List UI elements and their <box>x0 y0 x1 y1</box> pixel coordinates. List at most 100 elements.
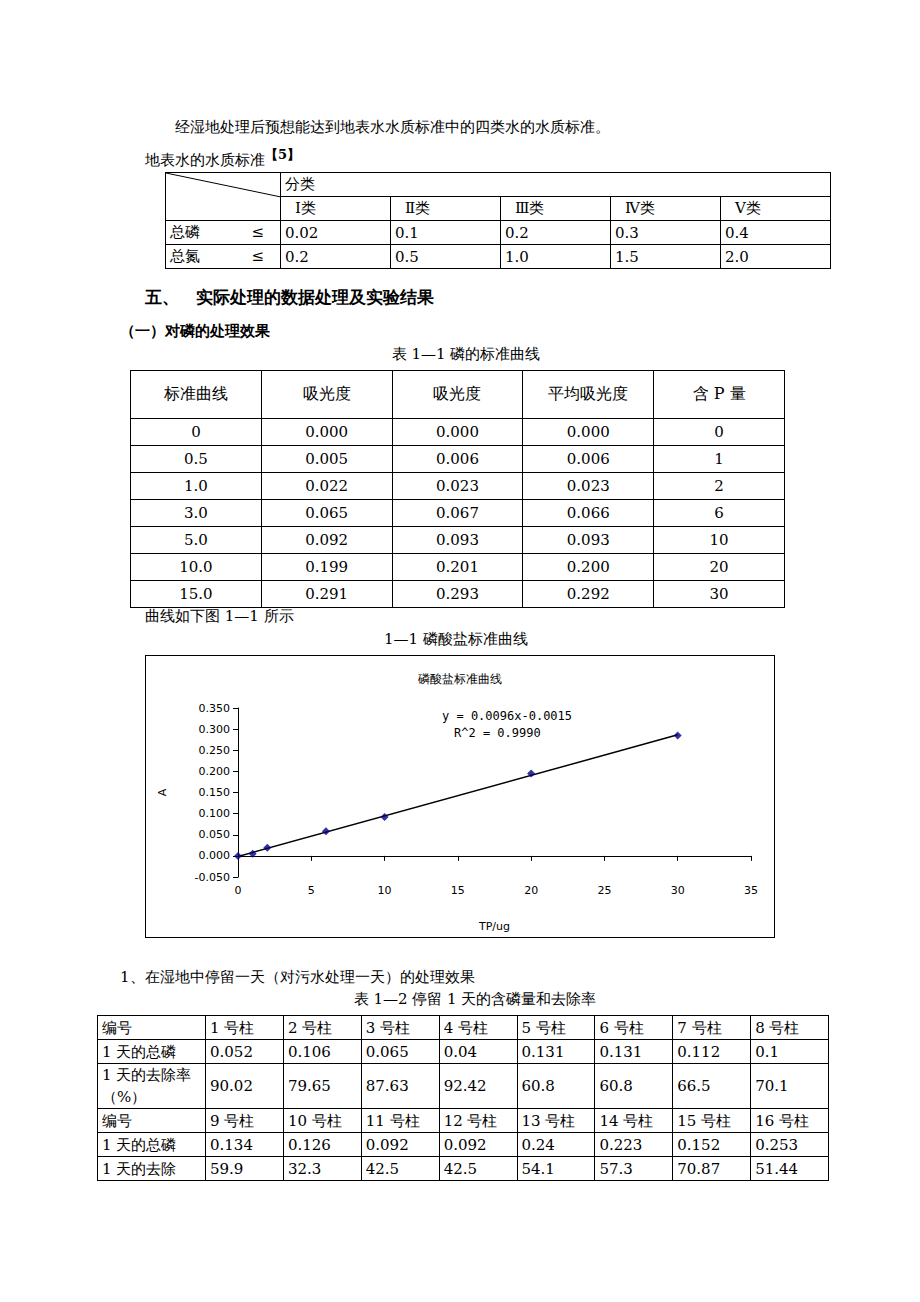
html-text:1 天的去除: 1 天的去除 <box>102 1159 177 1178</box>
html-text:5 号柱: 5 号柱 <box>521 1018 566 1037</box>
html-text:0.223: 0.223 <box>599 1135 643 1154</box>
svg-text:磷酸盐标准曲线: 磷酸盐标准曲线 <box>417 672 502 686</box>
html-text:0.065: 0.065 <box>365 1042 409 1061</box>
html-text:1 天的总磷: 1 天的总磷 <box>102 1135 177 1154</box>
svg-text:0.350: 0.350 <box>199 702 231 715</box>
html-text:0.02: 0.02 <box>285 223 319 242</box>
svg-text:0.100: 0.100 <box>199 807 231 820</box>
svg-text:R^2 = 0.9990: R^2 = 0.9990 <box>454 726 541 740</box>
html-text:五、 实际处理的数据处理及实验结果: 五、 实际处理的数据处理及实验结果 <box>145 287 434 307</box>
html-text:16 号柱: 16 号柱 <box>755 1111 809 1130</box>
html-text:1.0: 1.0 <box>505 247 529 266</box>
html-text:54.1: 54.1 <box>521 1159 555 1178</box>
html-text:Ⅳ类: Ⅳ类 <box>625 199 655 217</box>
html-text:0.2: 0.2 <box>285 247 309 266</box>
html-text:1 天的总磷: 1 天的总磷 <box>102 1042 177 1061</box>
html-text:编号: 编号 <box>102 1018 132 1037</box>
html-text:32.3: 32.3 <box>287 1159 322 1178</box>
html-text:0.112: 0.112 <box>677 1042 721 1061</box>
html-text:经湿地处理后预想能达到地表水水质标准中的四类水的水质标准。: 经湿地处理后预想能达到地表水水质标准中的四类水的水质标准。 <box>175 118 610 136</box>
html-text:1 天的去除率（%）: 1 天的去除率（%） <box>102 1066 192 1106</box>
html-text:42.5: 42.5 <box>443 1159 477 1178</box>
html-text:0.131: 0.131 <box>521 1042 565 1061</box>
html-text:地表水的水质标准【5】: 地表水的水质标准【5】 <box>145 147 300 169</box>
html-text:0.1: 0.1 <box>755 1042 779 1061</box>
html-text:编号: 编号 <box>102 1111 132 1130</box>
svg-text:15: 15 <box>451 884 465 897</box>
html-text:42.5: 42.5 <box>365 1159 400 1178</box>
html-text:总磷: 总磷 <box>170 223 200 241</box>
html-text:0.000: 0.000 <box>436 423 479 441</box>
html-text:分类: 分类 <box>285 175 315 193</box>
html-text:0.126: 0.126 <box>287 1135 331 1154</box>
html-text:总氮: 总氮 <box>170 247 200 265</box>
html-text:8 号柱: 8 号柱 <box>755 1018 800 1037</box>
html-text:0.000: 0.000 <box>566 423 610 441</box>
html-text:12 号柱: 12 号柱 <box>443 1111 498 1130</box>
html-text:表 1—1 磷的标准曲线: 表 1—1 磷的标准曲线 <box>391 345 541 363</box>
html-text:0.152: 0.152 <box>677 1135 721 1154</box>
html-text:9 号柱: 9 号柱 <box>210 1111 255 1130</box>
html-text:1.5: 1.5 <box>615 247 639 266</box>
html-text:1 号柱: 1 号柱 <box>210 1018 255 1037</box>
svg-text:-0.050: -0.050 <box>195 871 230 884</box>
svg-text:0.300: 0.300 <box>199 723 231 736</box>
svg-text:A: A <box>156 788 169 796</box>
html-text:0.4: 0.4 <box>725 223 749 242</box>
svg-text:25: 25 <box>597 884 611 897</box>
html-text:2.0: 2.0 <box>725 247 749 266</box>
svg-text:0.200: 0.200 <box>199 765 231 778</box>
html-text:3 号柱: 3 号柱 <box>365 1018 411 1037</box>
html-text:15 号柱: 15 号柱 <box>677 1111 732 1130</box>
html-text:0.04: 0.04 <box>443 1042 477 1061</box>
svg-text:5: 5 <box>308 884 315 897</box>
html-text:（一）对磷的处理效果: （一）对磷的处理效果 <box>120 322 270 340</box>
html-text:Ⅴ类: Ⅴ类 <box>735 199 761 217</box>
html-text:Ⅰ类: Ⅰ类 <box>295 199 316 217</box>
html-text:0.092: 0.092 <box>365 1135 409 1154</box>
html-text:0.2: 0.2 <box>505 223 529 242</box>
html-text:51.44: 51.44 <box>755 1159 799 1178</box>
html-text:0.5: 0.5 <box>184 450 208 468</box>
svg-text:0.150: 0.150 <box>199 786 231 799</box>
html-text:0.000: 0.000 <box>305 423 349 441</box>
svg-text:0: 0 <box>235 884 242 897</box>
html-text:70.87: 70.87 <box>677 1159 721 1178</box>
html-text:Ⅲ类: Ⅲ类 <box>515 199 545 217</box>
html-text:吸光度: 吸光度 <box>302 384 351 403</box>
html-text:4 号柱: 4 号柱 <box>443 1018 488 1037</box>
html-text:7 号柱: 7 号柱 <box>677 1018 722 1037</box>
html-text:11 号柱: 11 号柱 <box>365 1111 420 1130</box>
html-text:吸光度: 吸光度 <box>433 384 482 403</box>
html-text:平均吸光度: 平均吸光度 <box>548 384 629 403</box>
html-text:0.106: 0.106 <box>287 1042 331 1061</box>
svg-text:20: 20 <box>524 884 538 897</box>
html-text:2 号柱: 2 号柱 <box>287 1018 333 1037</box>
html-text:0.24: 0.24 <box>521 1135 555 1154</box>
html-text:Ⅱ类: Ⅱ类 <box>405 199 431 217</box>
svg-text:0.000: 0.000 <box>199 849 231 862</box>
svg-text:0.250: 0.250 <box>199 744 231 757</box>
html-text:0.134: 0.134 <box>210 1135 253 1154</box>
svg-text:0.050: 0.050 <box>199 828 231 841</box>
html-text:6 号柱: 6 号柱 <box>599 1018 644 1037</box>
html-text:0.052: 0.052 <box>210 1042 253 1061</box>
html-text:0.5: 0.5 <box>395 247 419 266</box>
svg-text:10: 10 <box>378 884 392 897</box>
html-text:标准曲线: 标准曲线 <box>163 384 228 403</box>
html-text:59.9: 59.9 <box>210 1159 244 1178</box>
html-text:0.092: 0.092 <box>443 1135 487 1154</box>
svg-text:y = 0.0096x-0.0015: y = 0.0096x-0.0015 <box>442 709 572 723</box>
html-text:0.3: 0.3 <box>615 223 639 242</box>
html-text:0.131: 0.131 <box>599 1042 643 1061</box>
svg-text:35: 35 <box>744 884 758 897</box>
html-text:0.1: 0.1 <box>395 223 419 242</box>
html-text:13 号柱: 13 号柱 <box>521 1111 576 1130</box>
html-text:14 号柱: 14 号柱 <box>599 1111 654 1130</box>
html-text:0.253: 0.253 <box>755 1135 799 1154</box>
svg-text:30: 30 <box>671 884 685 897</box>
html-text:10 号柱: 10 号柱 <box>287 1111 342 1130</box>
html-text:57.3: 57.3 <box>599 1159 633 1178</box>
html-text:含 P 量: 含 P 量 <box>692 384 746 403</box>
svg-text:TP/ug: TP/ug <box>478 920 510 933</box>
